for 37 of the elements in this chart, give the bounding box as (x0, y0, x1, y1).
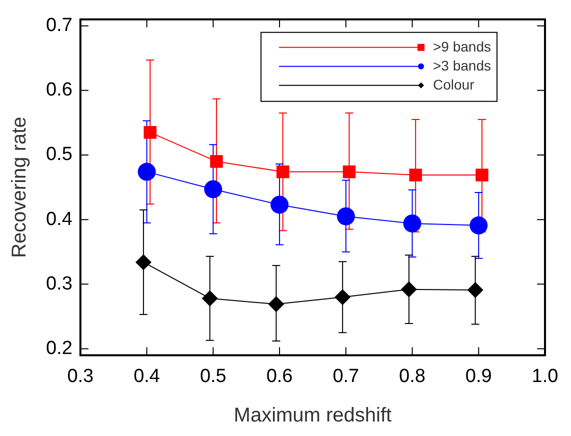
x-tick-label: 0.9 (465, 366, 492, 387)
legend-label: >3 bands (433, 57, 491, 74)
point (202, 290, 218, 306)
y-tick-label: 0.2 (46, 338, 72, 359)
point (467, 282, 484, 298)
x-tick-label: 0.6 (266, 366, 293, 387)
point (270, 196, 289, 214)
y-tick-label: 0.5 (46, 144, 72, 166)
legend-label: Colour (433, 76, 475, 92)
x-tick-label: 0.3 (67, 366, 94, 387)
x-axis-title: Maximum redshift (234, 404, 392, 427)
point (336, 207, 355, 226)
x-tick-label: 0.7 (332, 366, 360, 387)
point (470, 216, 488, 234)
x-tick-label: 0.8 (399, 366, 426, 387)
y-axis-title: Recovering rate (8, 116, 31, 258)
y-tick-label: 0.3 (46, 273, 72, 294)
point (144, 126, 156, 139)
x-tick-label: 0.5 (200, 366, 226, 387)
point (334, 289, 351, 306)
legend-label: >9 bands (433, 38, 491, 54)
y-tick-label: 0.4 (46, 208, 73, 230)
y-tick-label: 0.7 (46, 15, 72, 36)
point (403, 214, 422, 232)
point (276, 165, 290, 178)
x-tick-label: 0.4 (134, 366, 160, 387)
point (409, 168, 422, 182)
point (268, 296, 284, 312)
point (400, 281, 417, 298)
point (204, 180, 222, 198)
point (135, 254, 152, 270)
point (210, 155, 223, 168)
point (138, 162, 156, 181)
y-tick-label: 0.6 (46, 80, 72, 101)
point (342, 165, 356, 178)
x-tick-label: 1.0 (532, 366, 558, 387)
point (476, 168, 488, 182)
